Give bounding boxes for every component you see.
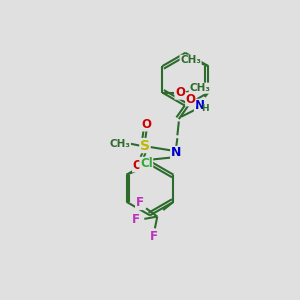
Text: F: F — [132, 213, 140, 226]
Text: O: O — [141, 118, 152, 131]
Text: O: O — [186, 93, 196, 106]
Text: F: F — [150, 230, 158, 243]
Text: H: H — [201, 104, 208, 113]
Text: CH₃: CH₃ — [189, 83, 210, 93]
Text: CH₃: CH₃ — [110, 139, 130, 149]
Text: CH₃: CH₃ — [180, 55, 201, 65]
Text: F: F — [136, 196, 144, 209]
Text: Cl: Cl — [140, 157, 153, 170]
Text: S: S — [140, 139, 150, 153]
Text: O: O — [175, 86, 185, 99]
Text: N: N — [171, 146, 181, 159]
Text: N: N — [194, 99, 204, 112]
Text: O: O — [133, 159, 142, 172]
